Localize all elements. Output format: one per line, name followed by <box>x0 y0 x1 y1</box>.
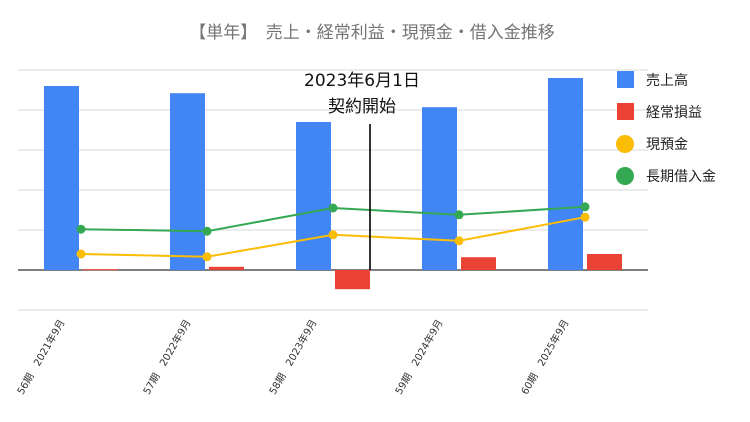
bar-経常損益-3 <box>335 270 370 290</box>
bar-経常損益-1 <box>83 269 118 271</box>
x-tick-label: 60期 2025年9月 <box>518 317 572 397</box>
bar-売上高-5 <box>548 78 583 270</box>
legend-label: 長期借入金 <box>646 169 716 185</box>
legend-label: 現預金 <box>646 137 688 153</box>
bar-売上高-4 <box>422 107 457 270</box>
point-長期借入金-2 <box>202 226 212 236</box>
annotation-label: 契約開始 <box>328 97 396 117</box>
point-現預金-2 <box>202 252 212 262</box>
bar-売上高-1 <box>44 86 79 270</box>
legend-label: 売上高 <box>646 72 688 89</box>
bar-経常損益-2 <box>209 266 244 270</box>
point-長期借入金-1 <box>76 224 86 234</box>
legend-swatch <box>616 135 634 153</box>
annotation: 2023年6月1日 契約開始 <box>304 71 420 270</box>
point-現預金-1 <box>76 249 86 259</box>
point-長期借入金-5 <box>580 202 590 212</box>
legend-swatch <box>617 71 634 88</box>
x-tick-label: 59期 2024年9月 <box>392 317 446 397</box>
bar-経常損益-5 <box>587 254 622 270</box>
x-axis-ticks: 56期 2021年9月 57期 2022年9月 58期 2023年9月 59期 202… <box>14 317 572 397</box>
x-tick-label: 58期 2023年9月 <box>266 317 320 397</box>
point-現預金-4 <box>454 236 464 246</box>
point-長期借入金-4 <box>454 210 464 220</box>
chart-title: 【単年】 売上・経常利益・現預金・借入金推移 <box>189 23 555 43</box>
legend-swatch <box>617 103 634 120</box>
legend-label: 経常損益 <box>646 105 702 121</box>
legend-swatch <box>616 167 634 185</box>
point-現預金-3 <box>328 230 338 240</box>
point-現預金-5 <box>580 212 590 222</box>
point-長期借入金-3 <box>328 203 338 213</box>
line-series <box>76 202 590 262</box>
x-tick-label: 56期 2021年9月 <box>14 317 68 397</box>
bar-売上高-2 <box>170 93 205 270</box>
annotation-date: 2023年6月1日 <box>304 71 420 91</box>
x-tick-label: 57期 2022年9月 <box>140 317 194 397</box>
bar-売上高-3 <box>296 122 331 270</box>
bars <box>44 78 622 290</box>
bar-経常損益-4 <box>461 257 496 270</box>
